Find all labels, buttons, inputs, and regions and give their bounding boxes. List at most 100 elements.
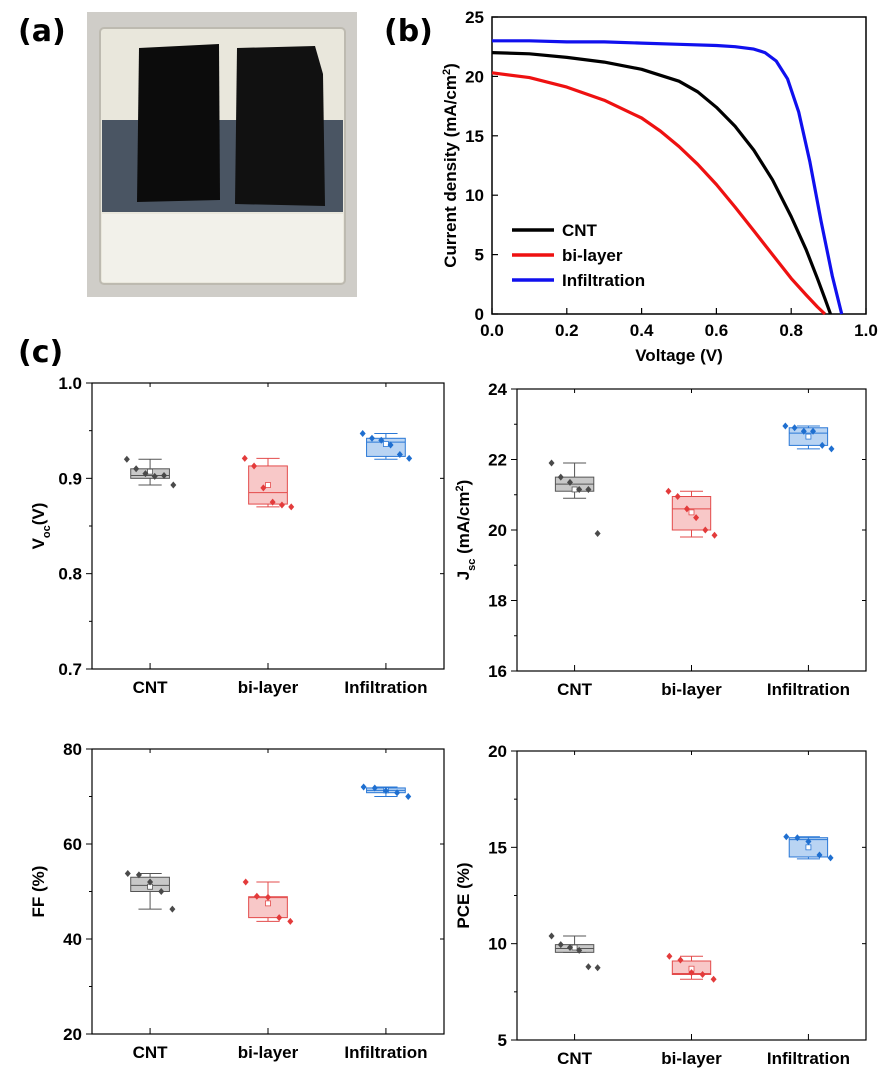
panel-c3-data-point <box>371 784 378 792</box>
panel-c1-data-point <box>260 484 267 492</box>
jv-y-tick-label: 10 <box>465 186 484 205</box>
panel-c4-y-axis-label: PCE (%) <box>454 862 473 928</box>
panel-c1-data-point <box>406 454 413 462</box>
panel-c4-data-point <box>688 969 695 977</box>
jv-y-tick-label: 5 <box>475 246 484 265</box>
panel-c1-category-label: CNT <box>133 678 169 697</box>
panel-c4-data-point <box>576 946 583 954</box>
panel-c2-y-tick-label: 18 <box>488 592 507 611</box>
panel-label-a: (a) <box>18 14 66 49</box>
panel-c4-plot-frame <box>516 750 867 1041</box>
panel-c4-category-label: bi-layer <box>661 1049 722 1068</box>
panel-c3-data-point <box>276 914 283 922</box>
panel-c3-category-label: Infiltration <box>344 1043 427 1062</box>
jv-plot-frame <box>491 16 867 315</box>
jv-y-tick-label: 15 <box>465 127 484 146</box>
panel-c2-data-point <box>594 530 601 538</box>
panel-c3-data-point <box>169 905 176 913</box>
panel-c4-data-point <box>585 963 592 971</box>
panel-c3-data-point <box>147 878 154 886</box>
panel-c1-data-point <box>251 462 258 470</box>
panel-c1-y-axis-label: Voc(V) <box>29 503 53 550</box>
panel-c2-data-point <box>819 441 826 449</box>
panel-c1-mean-marker <box>383 441 389 447</box>
jv-series-cnt <box>491 51 833 315</box>
panel-c3-data-point <box>382 787 389 795</box>
panel-c4-category-label: CNT <box>557 1049 593 1068</box>
panel-c1-data-point <box>151 472 158 480</box>
panel-c1-y-tick-label: 0.8 <box>58 565 82 584</box>
panel-c1-y-tick-label: 0.7 <box>58 660 82 679</box>
panel-c2-data-point <box>683 505 690 513</box>
cnt-electrode-left <box>137 44 220 202</box>
cnt-electrode-right <box>235 46 325 206</box>
panel-c1-data-point <box>368 434 375 442</box>
ff-boxplot: 20 40 60 80 CNT bi-layer Infiltration FF (%) <box>29 740 445 1062</box>
panel-c4-data-point <box>805 838 812 846</box>
jv-y-tick-label: 0 <box>475 305 484 324</box>
panel-c2-data-point <box>791 424 798 432</box>
panel-c3-data-point <box>158 888 165 895</box>
jv-y-tick-label: 20 <box>465 67 484 86</box>
panel-c2-category-label: CNT <box>557 680 593 699</box>
panel-c1-y-tick-label: 1.0 <box>58 374 82 393</box>
panel-c4-data-point <box>566 944 573 952</box>
panel-c1-data-point <box>170 481 177 489</box>
panel-c4-data-point <box>783 833 790 841</box>
panel-c3-data-point <box>253 892 260 900</box>
panel-c4-data-point <box>677 956 684 964</box>
panel-label-b: (b) <box>384 14 433 49</box>
jv-y-axis-label: Current density (mA/cm2) <box>441 63 460 268</box>
jv-series-infiltration <box>492 39 844 315</box>
panel-c4-data-point <box>794 834 801 842</box>
panel-c2-data-point <box>782 422 789 430</box>
panel-c1-data-point <box>288 503 295 511</box>
panel-c2-y-tick-label: 16 <box>488 662 507 681</box>
pce-boxplot: 5 10 15 20 CNT bi-layer Infiltration PCE (%) <box>454 742 867 1068</box>
panel-c4-data-point <box>699 970 706 978</box>
panel-c1-y-tick-label: 0.9 <box>58 469 82 488</box>
panel-c2-data-point <box>557 473 564 481</box>
panel-c2-data-point <box>566 478 573 486</box>
panel-c2-category-label: Infiltration <box>767 680 850 699</box>
jv-x-tick-label: 0.4 <box>630 321 654 340</box>
panel-c2-data-point <box>711 531 718 539</box>
panel-c1-mean-marker <box>265 482 271 488</box>
jv-y-tick-label: 25 <box>465 8 484 27</box>
device-photo <box>87 12 357 297</box>
panel-c4-data-point <box>710 975 717 983</box>
panel-c1-category-label: Infiltration <box>344 678 427 697</box>
panel-c1-plot-frame <box>91 382 445 670</box>
panel-c3-y-tick-label: 20 <box>63 1025 82 1044</box>
panel-c3-data-point <box>242 878 249 886</box>
panel-c1-data-point <box>387 441 394 449</box>
panel-c2-y-axis-label: Jsc (mA/cm2) <box>454 480 478 581</box>
panel-c2-data-point <box>576 485 583 493</box>
panel-c3-data-point <box>124 869 131 877</box>
panel-c1-box-infiltration <box>366 437 406 457</box>
panel-c2-category-label: bi-layer <box>661 680 722 699</box>
panel-c2-mean-marker <box>688 509 695 516</box>
panel-c2-y-tick-label: 22 <box>488 451 507 470</box>
legend-label-bi-layer: bi-layer <box>562 246 623 265</box>
panel-c4-data-point <box>557 941 564 949</box>
panel-c3-y-tick-label: 40 <box>63 930 82 949</box>
panel-c1-mean-marker <box>147 468 153 475</box>
panel-c2-data-point <box>800 427 807 435</box>
panel-c4-category-label: Infiltration <box>767 1049 850 1068</box>
jv-series-bi-layer <box>491 71 826 316</box>
panel-c3-data-point <box>394 789 401 797</box>
jv-x-tick-label: 0.8 <box>779 321 803 340</box>
panel-c1-data-point <box>278 501 285 509</box>
panel-c2-data-point <box>674 493 681 501</box>
panel-c2-data-point <box>585 485 592 493</box>
panel-c4-mean-marker <box>805 844 812 851</box>
legend-label-cnt: CNT <box>562 221 598 240</box>
panel-c3-data-point <box>405 793 412 800</box>
panel-c1-data-point <box>269 498 276 506</box>
panel-label-c: (c) <box>18 335 64 370</box>
panel-c4-data-point <box>548 932 555 940</box>
panel-c1-data-point <box>123 455 130 463</box>
panel-c2-data-point <box>810 427 817 435</box>
